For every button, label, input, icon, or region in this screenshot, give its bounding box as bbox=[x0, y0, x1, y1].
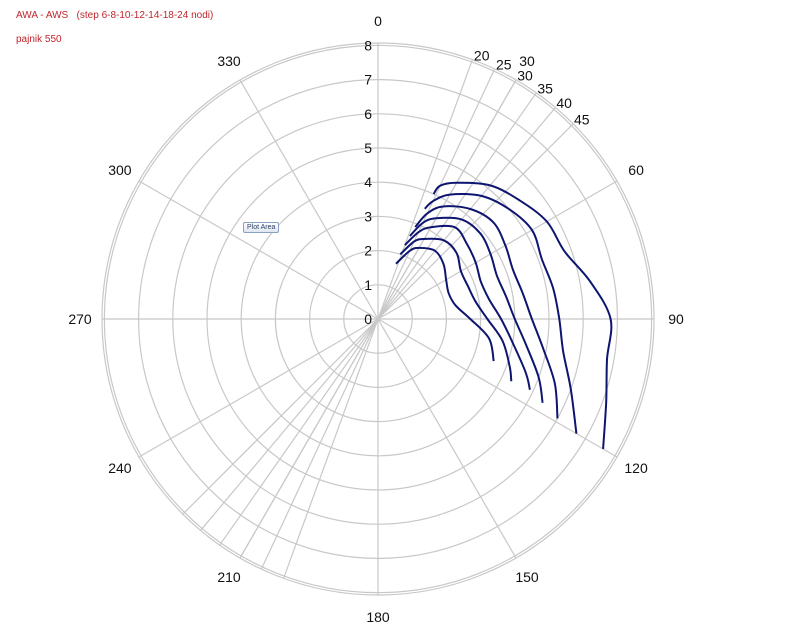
grid-spoke bbox=[239, 79, 379, 320]
radial-tick-label: 7 bbox=[364, 72, 372, 88]
radial-tick-label: 8 bbox=[364, 37, 372, 53]
angle-ray bbox=[182, 123, 574, 515]
plot-area-tooltip: Plot Area bbox=[243, 222, 280, 233]
grid-spoke bbox=[377, 180, 618, 320]
grid-spoke bbox=[377, 318, 517, 559]
grid-spoke bbox=[138, 318, 379, 458]
chart-title: AWA - AWS (step 6-8-10-12-14-18-24 nodi) bbox=[16, 10, 214, 21]
angle-tick-label: 240 bbox=[108, 460, 132, 476]
angle-tick-label: 330 bbox=[217, 53, 241, 69]
angle-annotation-label: 45 bbox=[574, 111, 590, 127]
angle-tick-label: 30 bbox=[519, 53, 535, 69]
radial-tick-label: 6 bbox=[364, 106, 372, 122]
grid-spoke bbox=[377, 318, 618, 458]
angle-annotation-label: 40 bbox=[556, 95, 572, 111]
series-line bbox=[414, 205, 559, 419]
angle-annotation-label: 20 bbox=[474, 48, 490, 64]
angle-tick-label: 60 bbox=[628, 162, 644, 178]
series-line bbox=[404, 224, 531, 391]
angle-tick-label: 270 bbox=[68, 311, 92, 327]
series-line bbox=[409, 216, 544, 403]
angle-annotation-label: 30 bbox=[517, 68, 533, 84]
radial-tick-label: 3 bbox=[364, 208, 372, 224]
angle-annotation-label: 25 bbox=[496, 57, 512, 73]
grid-spoke bbox=[138, 180, 379, 320]
series-line bbox=[395, 246, 495, 362]
angle-annotation-label: 35 bbox=[537, 81, 553, 97]
series-line bbox=[432, 181, 613, 450]
angle-tick-label: 210 bbox=[217, 569, 241, 585]
angle-tick-label: 0 bbox=[374, 13, 382, 29]
radial-tick-label: 1 bbox=[364, 277, 372, 293]
angle-tick-label: 90 bbox=[668, 311, 684, 327]
radial-tick-label: 0 bbox=[364, 311, 372, 327]
radial-tick-label: 4 bbox=[364, 174, 372, 190]
radial-tick-label: 2 bbox=[364, 243, 372, 259]
chart-subtitle: pajnik 550 bbox=[16, 34, 62, 45]
radial-tick-label: 5 bbox=[364, 140, 372, 156]
series-line bbox=[424, 192, 578, 434]
angle-tick-label: 120 bbox=[624, 460, 648, 476]
series-line bbox=[399, 237, 513, 382]
angle-tick-label: 150 bbox=[515, 569, 539, 585]
angle-tick-label: 300 bbox=[108, 162, 132, 178]
angle-tick-label: 180 bbox=[366, 609, 390, 625]
